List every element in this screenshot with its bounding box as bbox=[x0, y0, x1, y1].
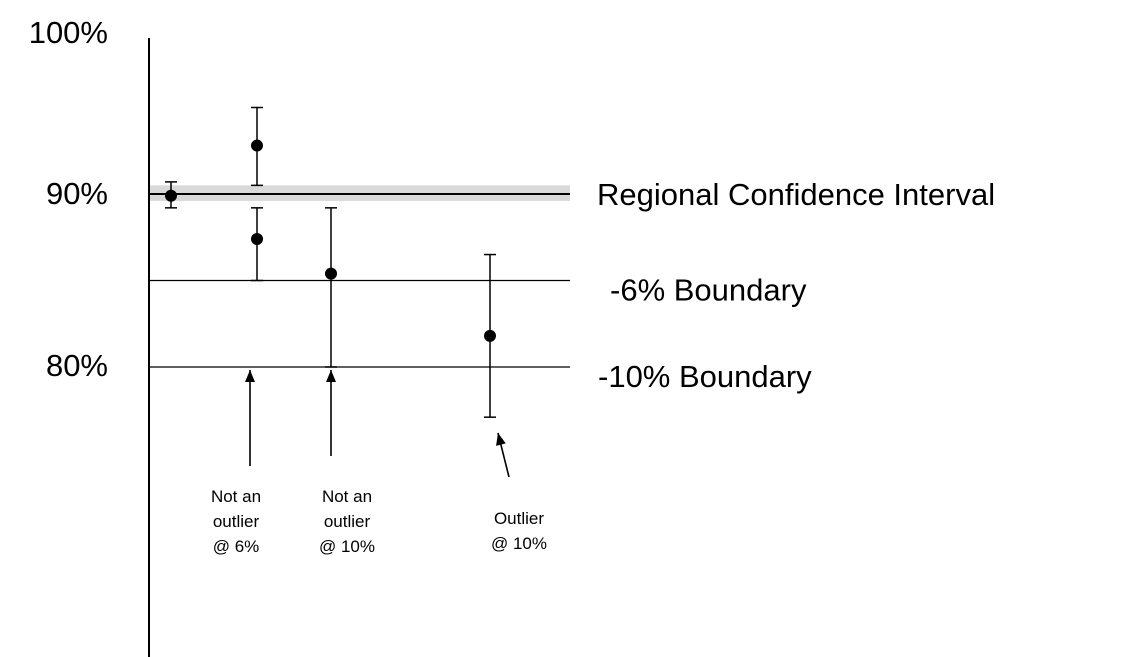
annotation-text-line: @ 10% bbox=[319, 537, 375, 556]
annotation-arrowhead bbox=[496, 433, 506, 446]
y-tick-labels: 100% 90% 80% bbox=[29, 15, 108, 383]
data-point-group bbox=[484, 253, 496, 418]
data-point bbox=[165, 189, 177, 202]
annotation-text-line: @ 10% bbox=[491, 534, 547, 553]
data-point bbox=[484, 329, 496, 342]
reference-lines-layer: Regional Confidence Interval -6% Boundary… bbox=[149, 177, 995, 394]
annotation-text-line: outlier bbox=[213, 512, 260, 531]
annotation-arrowhead bbox=[326, 370, 336, 382]
data-point bbox=[251, 139, 263, 152]
annotation: Not an outlier @ 6% bbox=[211, 370, 261, 556]
data-point-group bbox=[251, 207, 263, 282]
data-point bbox=[251, 232, 263, 245]
reference-line-label: Regional Confidence Interval bbox=[597, 177, 995, 212]
annotation: Outlier @ 10% bbox=[491, 432, 547, 553]
data-point-group bbox=[251, 106, 263, 187]
annotation-text-line: Not an bbox=[322, 487, 372, 506]
annotation-text-line: @ 6% bbox=[213, 537, 260, 556]
annotation-text-line: Not an bbox=[211, 487, 261, 506]
annotation-text-line: Outlier bbox=[494, 509, 544, 528]
y-tick-label: 100% bbox=[29, 15, 108, 50]
annotation-arrowhead bbox=[245, 370, 255, 382]
y-tick-label: 80% bbox=[46, 348, 108, 383]
data-point-group bbox=[165, 181, 177, 209]
data-point-group bbox=[325, 207, 337, 368]
y-tick-label: 90% bbox=[46, 176, 108, 211]
data-points-layer bbox=[165, 106, 496, 418]
reference-line-label: -6% Boundary bbox=[610, 273, 807, 308]
annotation: Not an outlier @ 10% bbox=[319, 370, 375, 556]
annotation-text-line: outlier bbox=[324, 512, 371, 531]
data-point bbox=[325, 267, 337, 280]
reference-line-label: -10% Boundary bbox=[598, 359, 812, 394]
